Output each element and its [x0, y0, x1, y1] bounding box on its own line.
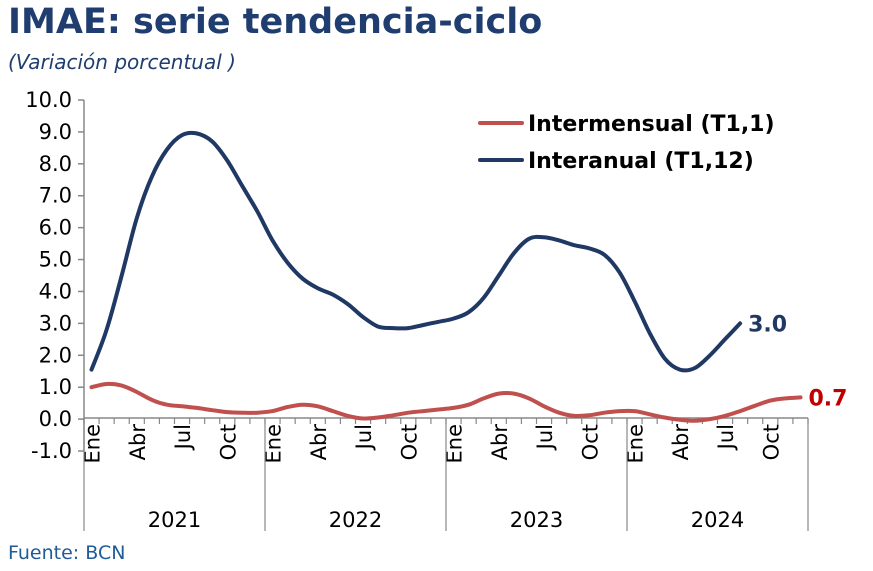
- y-tick-label: 1.0: [39, 375, 72, 399]
- y-tick-label: -1.0: [31, 439, 72, 463]
- x-tick-label: Abr: [669, 424, 693, 461]
- x-tick-label: Jul: [171, 424, 195, 451]
- legend-label: Interanual (T1,12): [528, 149, 754, 174]
- year-label: 2021: [148, 508, 201, 532]
- y-tick-label: 3.0: [39, 311, 72, 335]
- y-tick-label: 7.0: [39, 184, 72, 208]
- x-tick-label: Jul: [533, 424, 557, 451]
- y-tick-label: 5.0: [39, 248, 72, 272]
- year-label: 2023: [510, 508, 563, 532]
- year-label: 2022: [329, 508, 382, 532]
- x-tick-label: Jul: [352, 424, 376, 451]
- y-tick-label: 9.0: [39, 120, 72, 144]
- y-tick-label: 4.0: [39, 279, 72, 303]
- x-tick-label: Abr: [126, 424, 150, 461]
- source-note: Fuente: BCN: [8, 542, 126, 564]
- x-tick-label: Abr: [307, 424, 331, 461]
- end-label-interanual: 3.0: [748, 312, 787, 337]
- y-tick-label: 2.0: [39, 343, 72, 367]
- end-label-intermensual: 0.7: [808, 386, 847, 411]
- y-tick-label: 0.0: [39, 407, 72, 431]
- y-tick-label: 6.0: [39, 216, 72, 240]
- x-tick-label: Jul: [714, 424, 738, 451]
- x-tick-label: Oct: [759, 424, 783, 460]
- series-line-intermensual: [89, 381, 803, 423]
- x-tick-label: Oct: [397, 424, 421, 460]
- line-chart: 10.09.08.07.06.05.04.03.02.01.00.0-1.0 En…: [25, 88, 847, 532]
- x-tick-label: Abr: [488, 424, 512, 461]
- year-label: 2024: [691, 508, 744, 532]
- legend-label: Intermensual (T1,1): [528, 112, 775, 137]
- y-tick-label: 8.0: [39, 152, 72, 176]
- chart-subtitle: (Variación porcentual ): [8, 50, 236, 74]
- y-tick-label: 10.0: [25, 88, 72, 112]
- x-tick-label: Oct: [578, 424, 602, 460]
- series-line-interanual: [89, 130, 743, 373]
- x-tick-label: Oct: [216, 424, 240, 460]
- chart-title: IMAE: serie tendencia-ciclo: [8, 2, 543, 42]
